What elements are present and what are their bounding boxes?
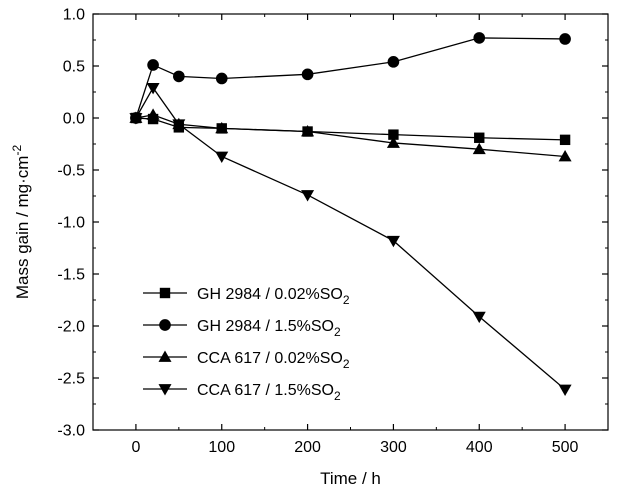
legend-item-4: CCA 617 / 1.5%SO2 <box>143 382 341 403</box>
data-point <box>386 136 400 148</box>
data-point <box>559 134 571 146</box>
y-axis-title-superscript: -2 <box>10 145 24 156</box>
series-2 <box>130 32 571 124</box>
data-point <box>173 70 185 83</box>
data-point <box>472 142 486 155</box>
legend-label: GH 2984 / 0.02%SO2 <box>197 286 350 307</box>
series-line <box>135 37 566 119</box>
legend-item-1: GH 2984 / 0.02%SO2 <box>143 286 350 307</box>
data-point <box>301 125 315 137</box>
x-tick-label: 300 <box>380 439 407 456</box>
data-point <box>215 72 228 85</box>
y-tick-label: -3.0 <box>57 423 85 440</box>
data-point <box>386 235 400 248</box>
y-tick-label: 1.0 <box>63 7 85 24</box>
series-3 <box>129 108 572 162</box>
legend-label: CCA 617 / 1.5%SO2 <box>197 382 341 403</box>
series-4 <box>129 82 572 396</box>
legend-label: CCA 617 / 0.02%SO2 <box>197 350 350 371</box>
data-point <box>129 113 143 125</box>
x-tick-label: 0 <box>131 439 140 456</box>
legend-label-subscript: 2 <box>343 357 350 371</box>
legend-label-main: GH 2984 / 0.02%SO <box>197 286 343 303</box>
x-tick-label: 400 <box>466 439 493 456</box>
data-point <box>387 56 400 68</box>
x-tick-label: 200 <box>294 439 321 456</box>
series-line <box>135 117 566 141</box>
y-tick-label: -1.5 <box>57 267 85 284</box>
y-tick-label: -2.0 <box>57 319 85 336</box>
legend-item-2: GH 2984 / 1.5%SO2 <box>143 318 341 339</box>
legend-label-main: CCA 617 / 1.5%SO <box>197 382 334 399</box>
data-point <box>301 68 314 81</box>
data-point <box>559 33 571 45</box>
x-tick-label: 100 <box>208 439 235 456</box>
y-axis-title-main: Mass gain / mg·cm <box>13 156 32 300</box>
legend-label-main: CCA 617 / 0.02%SO <box>197 350 343 367</box>
y-tick-label: -1.0 <box>57 215 85 232</box>
legend-marker <box>158 384 172 396</box>
data-point <box>146 108 160 120</box>
legend-marker <box>158 350 172 362</box>
y-tick-label: -2.5 <box>57 371 85 388</box>
data-point <box>472 311 486 324</box>
plot-frame <box>92 13 609 431</box>
legend-label-subscript: 2 <box>343 293 350 307</box>
y-tick-label: -0.5 <box>57 163 85 180</box>
data-point <box>558 384 572 396</box>
data-point <box>215 121 229 134</box>
legend-label-subscript: 2 <box>334 325 341 339</box>
y-axis-title: Mass gain / mg·cm-2 <box>10 145 32 300</box>
series-1 <box>130 112 571 146</box>
y-tick-label: 0.0 <box>63 111 85 128</box>
data-point <box>388 129 399 140</box>
data-point <box>215 151 229 163</box>
axes: 0 100 200 300 400 500 1.0 0.5 0.0 -0.5 -1.0 -1.5 -2.… <box>57 7 609 456</box>
legend-marker <box>159 287 171 299</box>
legend-item-3: CCA 617 / 0.02%SO2 <box>143 350 350 371</box>
legend-marker <box>159 319 171 331</box>
data-point <box>558 149 572 162</box>
series-line <box>135 114 566 158</box>
data-point <box>172 119 186 131</box>
legend-label-main: GH 2984 / 1.5%SO <box>197 318 334 335</box>
x-tick-label: 500 <box>552 439 579 456</box>
data-point <box>474 132 485 143</box>
series-group <box>129 32 572 396</box>
legend-label-subscript: 2 <box>334 389 341 403</box>
axis-titles: Time / h Mass gain / mg·cm-2 <box>10 145 381 488</box>
series-line <box>135 86 566 390</box>
y-tick-label: 0.5 <box>63 59 85 76</box>
data-point <box>146 82 160 95</box>
legend-label: GH 2984 / 1.5%SO2 <box>197 318 341 339</box>
data-point <box>473 32 486 44</box>
x-axis-title: Time / h <box>320 469 381 488</box>
data-point <box>147 59 159 71</box>
data-point <box>301 190 315 202</box>
